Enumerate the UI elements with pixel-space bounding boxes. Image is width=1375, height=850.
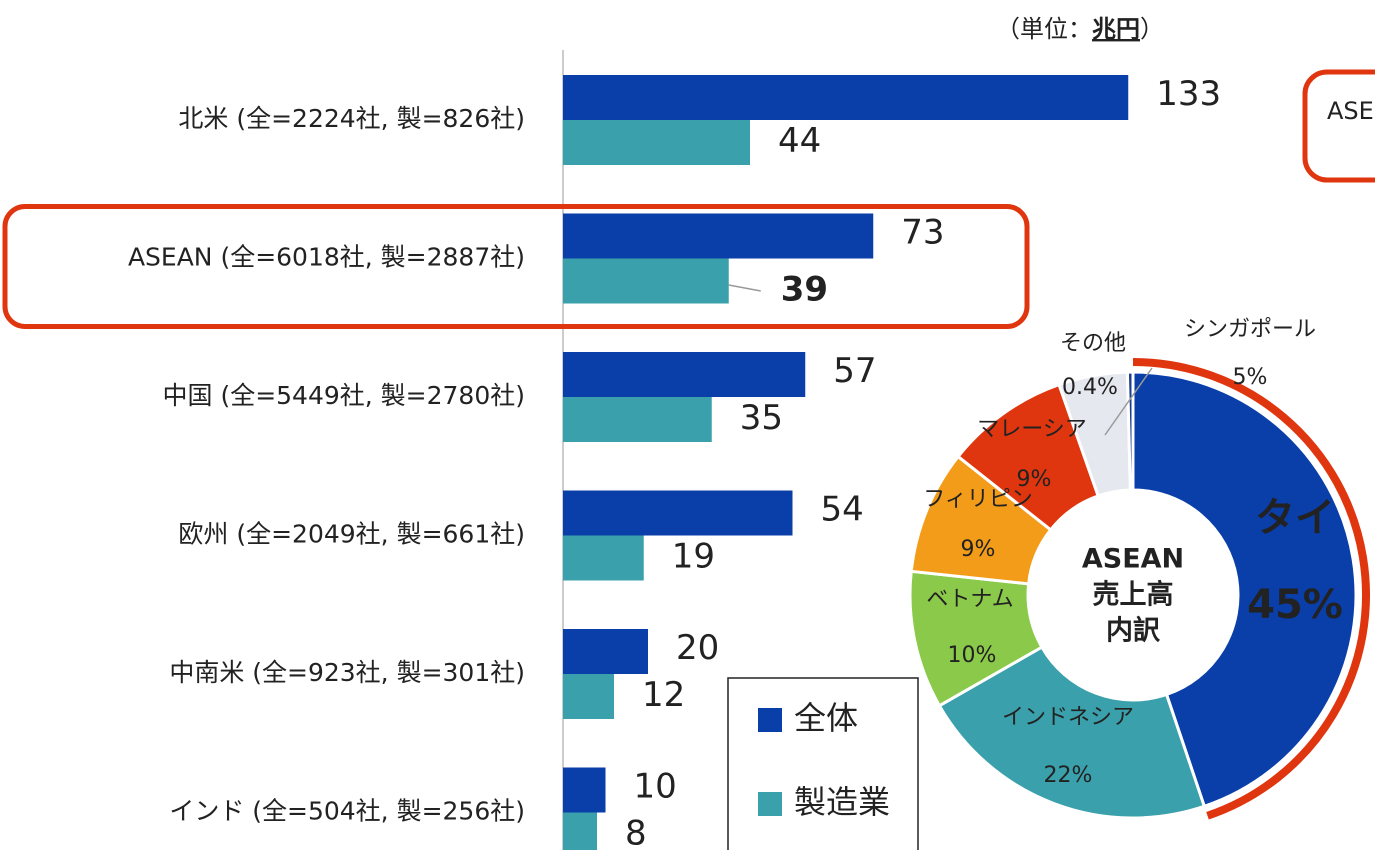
leader-line — [728, 284, 761, 292]
category-label: インド (全=504社, 製=256社) — [169, 797, 525, 826]
category-label: ASEAN (全=6018社, 製=2887社) — [128, 243, 525, 272]
category-label: 北米 (全=2224社, 製=826社) — [178, 104, 525, 133]
bar — [563, 674, 614, 719]
slice-label: タイ — [1255, 495, 1335, 541]
slice-label: フィリピン — [923, 487, 1033, 512]
value-label: 73 — [901, 213, 944, 253]
category-label: 中国 (全=5449社, 製=2780社) — [163, 381, 526, 410]
legend-label: 全体 — [794, 699, 858, 737]
value-label: 10 — [634, 767, 677, 807]
unit-prefix: （単位： — [996, 15, 1092, 43]
bar — [563, 535, 644, 581]
slice-value: 22% — [1044, 763, 1093, 788]
legend-box — [727, 677, 919, 850]
slice-label: マレーシア — [977, 417, 1087, 442]
value-label: 133 — [1156, 74, 1221, 114]
value-label: 54 — [821, 490, 864, 530]
bar — [563, 767, 606, 813]
slice-label: インドネシア — [1002, 705, 1134, 730]
value-label: 44 — [778, 121, 821, 161]
unit-note: （単位：兆円） — [996, 15, 1164, 43]
bar — [563, 352, 806, 397]
center-label: 売上高 — [1093, 579, 1174, 611]
donut-slice — [1131, 370, 1358, 809]
slice-value: 45% — [1247, 582, 1343, 628]
bar — [563, 258, 729, 304]
side-box — [1302, 69, 1375, 183]
legend-swatch — [758, 792, 782, 816]
slice-value: 0.4% — [1062, 375, 1118, 400]
value-label: 8 — [625, 814, 647, 850]
side-note: ASE — [1327, 97, 1374, 125]
value-label: 57 — [833, 351, 876, 391]
bar — [563, 490, 793, 536]
slice-value: 9% — [1017, 467, 1052, 492]
unit-suffix: ） — [1140, 15, 1164, 43]
highlight-box — [2, 204, 1030, 329]
slice-value: 9% — [961, 537, 996, 562]
value-label: 12 — [642, 675, 685, 715]
category-label: 中南米 (全=923社, 製=301社) — [169, 658, 525, 687]
bar — [563, 120, 750, 165]
slice-value: 5% — [1233, 365, 1268, 390]
center-label: ASEAN — [1082, 544, 1184, 575]
slice-label: ベトナム — [926, 587, 1013, 612]
slice-label: その他 — [1060, 331, 1126, 356]
bar — [563, 213, 874, 259]
value-label: 35 — [740, 398, 783, 438]
value-label: 20 — [676, 628, 719, 668]
bar — [563, 75, 1129, 120]
category-label: 欧州 (全=2049社, 製=661社) — [178, 520, 525, 549]
highlight-arc — [1132, 358, 1370, 820]
value-label: 19 — [672, 537, 715, 577]
legend-swatch — [758, 708, 782, 732]
center-label: 内訳 — [1106, 615, 1161, 647]
bar — [563, 812, 597, 850]
slice-label: シンガポール — [1184, 317, 1316, 342]
legend-label: 製造業 — [794, 783, 890, 821]
leader-line — [1104, 367, 1153, 436]
bar — [563, 629, 648, 674]
donut-slice — [937, 645, 1207, 820]
value-label: 39 — [781, 270, 828, 310]
bar — [563, 397, 712, 442]
slice-value: 10% — [948, 643, 997, 668]
unit: 兆円 — [1092, 15, 1140, 43]
